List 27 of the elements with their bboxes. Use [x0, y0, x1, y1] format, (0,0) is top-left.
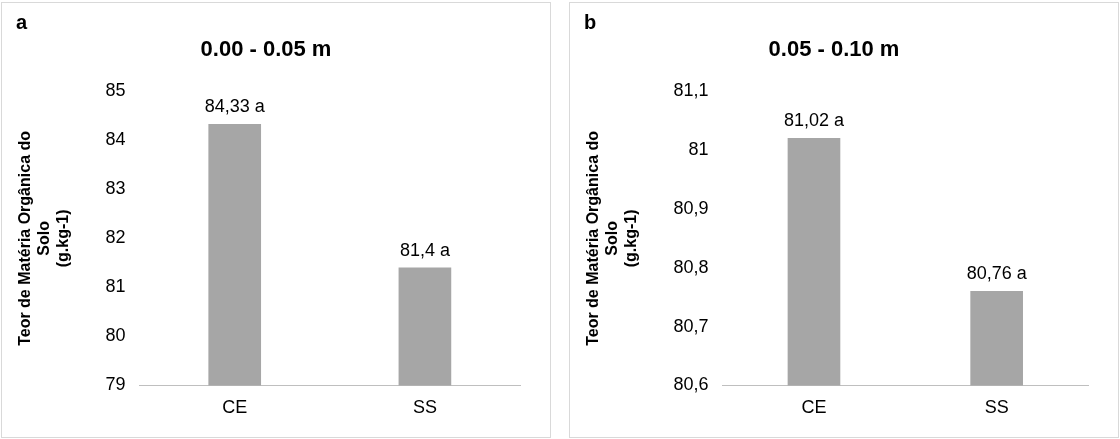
y-axis-title: Teor de Matéria Orgânica do Solo (g.kg-1) — [16, 130, 72, 346]
x-tick-label: CE — [222, 397, 248, 418]
y-tick-label: 81,1 — [673, 80, 709, 101]
y-tick-label: 85 — [105, 80, 126, 101]
y-tick-label: 80,7 — [673, 315, 709, 336]
text: a — [16, 11, 28, 34]
y-tick-label: 82 — [105, 227, 126, 248]
data-label: 81,4 a — [399, 239, 451, 260]
data-label: 80,76 a — [966, 263, 1028, 284]
y-tick-label: 81 — [688, 139, 709, 160]
y-tick-label: 80,6 — [673, 374, 709, 395]
y-tick-label: 83 — [105, 178, 126, 199]
y-tick-label: 80,9 — [673, 197, 709, 218]
y-tick-label: 79 — [105, 374, 126, 395]
y-tick-label: 80,8 — [673, 256, 709, 277]
x-tick-label: SS — [984, 397, 1009, 418]
chart-title: 0.05 - 0.10 m — [768, 36, 900, 62]
y-axis-title: Teor de Matéria Orgânica do Solo (g.kg-1) — [584, 130, 640, 346]
x-tick-label: CE — [801, 397, 827, 418]
y-tick-label: 81 — [105, 276, 126, 297]
chart-title: 0.00 - 0.05 m — [200, 36, 332, 62]
y-tick-label: 80 — [105, 325, 126, 346]
text: b — [584, 11, 597, 34]
data-label: 84,33 a — [204, 96, 266, 117]
data-label: 81,02 a — [783, 110, 845, 131]
x-tick-label: SS — [412, 397, 437, 418]
y-tick-label: 84 — [105, 129, 126, 150]
